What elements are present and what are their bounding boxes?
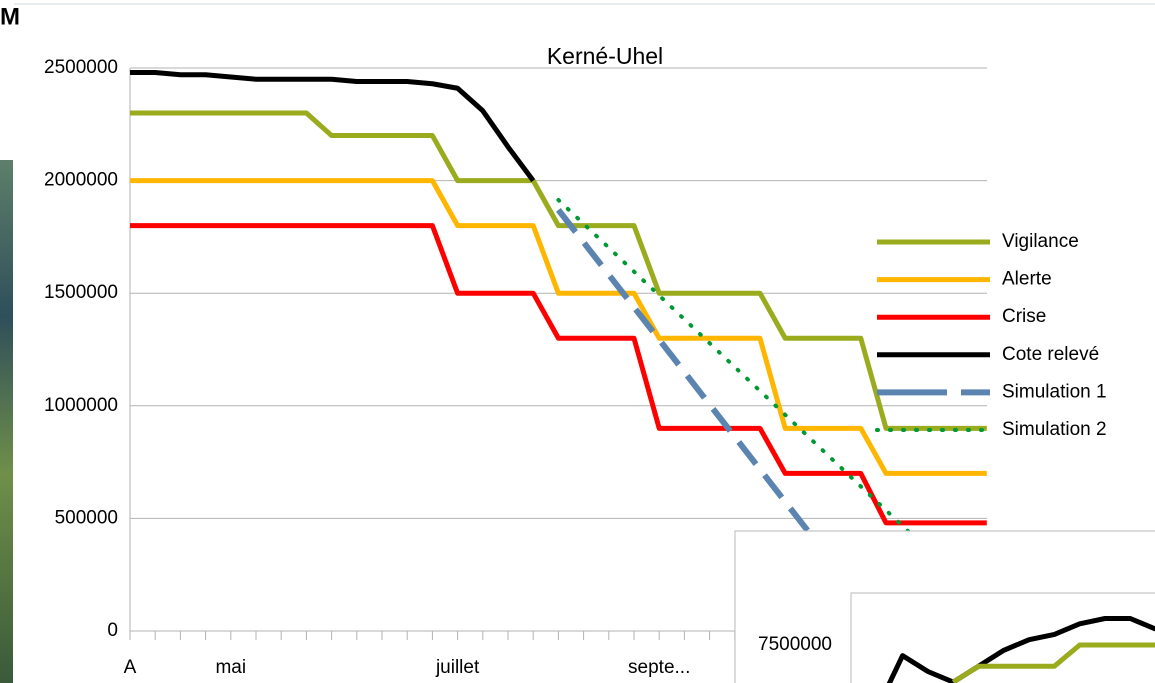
series-line (556, 197, 914, 537)
series-line (130, 110, 987, 431)
y-tick-label: 1500000 (44, 282, 118, 303)
x-tick-label: juillet (435, 657, 480, 678)
legend-label: Simulation 2 (1002, 419, 1107, 440)
series-line (951, 642, 1155, 683)
series-line (886, 616, 1155, 683)
series-line (130, 70, 536, 183)
series-line (556, 208, 838, 569)
y-tick-label: 0 (107, 620, 118, 641)
legend-label: Cote relevé (1002, 344, 1099, 365)
x-tick-label: mai (215, 657, 246, 678)
legend-label: Alerte (1002, 269, 1052, 290)
legend-label: Crise (1002, 306, 1046, 327)
inset-chart: 7500000 (758, 616, 1155, 683)
series-group (886, 616, 1155, 683)
series-line (130, 223, 987, 526)
series-line (130, 178, 987, 476)
y-tick-label: 2500000 (44, 57, 118, 78)
side-image (0, 160, 13, 683)
legend-label: Vigilance (1002, 231, 1079, 252)
header-text: M (0, 3, 20, 30)
y-tick-label: 1000000 (44, 395, 118, 416)
x-tick-label: A (124, 657, 137, 678)
x-tick-label: septe... (628, 657, 690, 678)
y-tick-label: 2000000 (44, 170, 118, 191)
legend-label: Simulation 1 (1002, 381, 1107, 402)
main-chart: Kerné-Uhel 0 500000 1000000 1500000 2000000 2… (44, 43, 1107, 678)
chart-title: Kerné-Uhel (547, 43, 663, 69)
y-tick-label: 7500000 (758, 634, 832, 655)
y-tick-label: 500000 (55, 507, 118, 528)
